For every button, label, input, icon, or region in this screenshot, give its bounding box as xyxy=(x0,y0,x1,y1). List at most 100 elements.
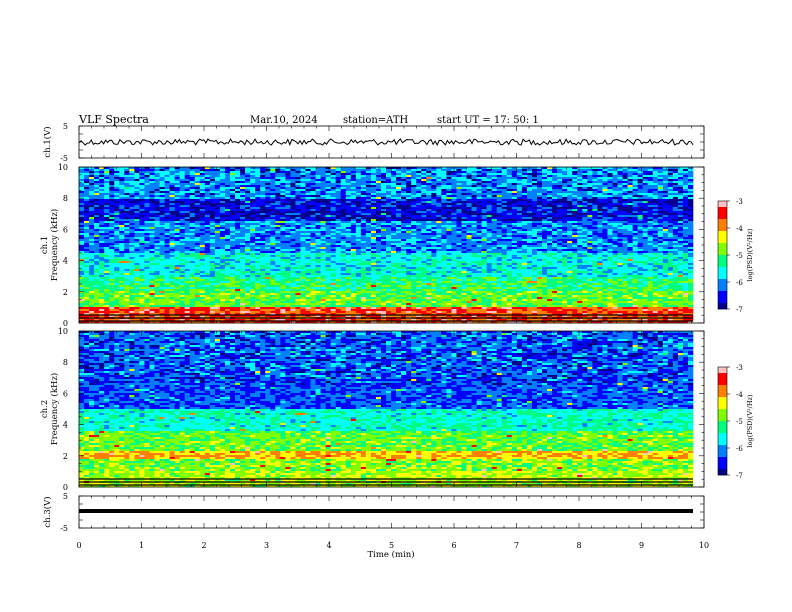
spectrogram-cell xyxy=(607,215,612,217)
spectrogram-cell xyxy=(79,209,84,211)
spectrogram-cell xyxy=(154,245,159,247)
spectrogram-cell xyxy=(436,173,441,175)
spectrogram-cell xyxy=(361,173,366,175)
spectrogram-cell xyxy=(547,217,552,219)
spectrogram-cell xyxy=(411,217,416,219)
spectrogram-cell xyxy=(396,191,401,193)
spectrogram-cell xyxy=(683,223,688,225)
spectrogram-cell xyxy=(290,225,295,227)
spectrogram-cell xyxy=(688,237,693,239)
spectrogram-cell xyxy=(190,205,195,207)
spectrogram-cell xyxy=(215,247,220,249)
spectrogram-cell xyxy=(190,243,195,245)
spectrogram-cell xyxy=(175,193,180,195)
spectrogram-cell xyxy=(673,189,678,191)
spectrogram-cell xyxy=(190,199,195,201)
spectrogram-cell xyxy=(165,239,170,241)
spectrogram-cell xyxy=(612,173,617,175)
spectrogram-cell xyxy=(451,239,456,241)
spectrogram-cell xyxy=(341,193,346,195)
spectrogram-cell xyxy=(285,243,290,245)
spectrogram-cell xyxy=(612,215,617,217)
spectrogram-cell xyxy=(321,241,326,243)
spectrogram-cell xyxy=(386,219,391,221)
spectrogram-cell xyxy=(446,213,451,215)
spectrogram-cell xyxy=(376,191,381,193)
spectrogram-cell xyxy=(391,223,396,225)
spectrogram-cell xyxy=(482,223,487,225)
spectrogram-cell xyxy=(612,199,617,201)
spectrogram-cell xyxy=(376,197,381,199)
spectrogram-cell xyxy=(567,183,572,185)
spectrogram-cell xyxy=(316,235,321,237)
spectrogram-cell xyxy=(658,197,663,199)
spectrogram-cell xyxy=(532,173,537,175)
spectrogram-cell xyxy=(602,181,607,183)
spectrogram-cell xyxy=(678,213,683,215)
spectrogram-cell xyxy=(235,225,240,227)
spectrogram-cell xyxy=(205,219,210,221)
spectrogram-cell xyxy=(341,213,346,215)
spectrogram-cell xyxy=(305,215,310,217)
spectrogram-cell xyxy=(482,209,487,211)
spectrogram-cell xyxy=(230,241,235,243)
spectrogram-cell xyxy=(592,243,597,245)
spectrogram-cell xyxy=(577,169,582,171)
spectrogram-cell xyxy=(311,181,316,183)
spectrogram-cell xyxy=(326,201,331,203)
spectrogram-cell xyxy=(104,203,109,205)
spectrogram-cell xyxy=(245,241,250,243)
spectrogram-cell xyxy=(653,217,658,219)
spectrogram-cell xyxy=(401,247,406,249)
spectrogram-cell xyxy=(582,247,587,249)
spectrogram-cell xyxy=(542,181,547,183)
spectrogram-cell xyxy=(356,177,361,179)
spectrogram-cell xyxy=(175,211,180,213)
spectrogram-cell xyxy=(305,169,310,171)
spectrogram-cell xyxy=(346,203,351,205)
spectrogram-cell xyxy=(79,207,84,209)
spectrogram-cell xyxy=(562,203,567,205)
spectrogram-cell xyxy=(537,215,542,217)
spectrogram-cell xyxy=(517,219,522,221)
spectrogram-cell xyxy=(89,199,94,201)
spectrogram-cell xyxy=(336,225,341,227)
spectrogram-cell xyxy=(84,231,89,233)
spectrogram-cell xyxy=(346,219,351,221)
spectrogram-cell xyxy=(341,187,346,189)
spectrogram-cell xyxy=(124,235,129,237)
spectrogram-cell xyxy=(144,237,149,239)
spectrogram-cell xyxy=(592,235,597,237)
spectrogram-cell xyxy=(195,217,200,219)
spectrogram-cell xyxy=(275,231,280,233)
spectrogram-cell xyxy=(638,187,643,189)
spectrogram-cell xyxy=(250,191,255,193)
spectrogram-cell xyxy=(260,235,265,237)
spectrogram-cell xyxy=(582,213,587,215)
spectrogram-cell xyxy=(456,211,461,213)
spectrogram-cell xyxy=(165,231,170,233)
spectrogram-cell xyxy=(154,229,159,231)
spectrogram-cell xyxy=(165,209,170,211)
spectrogram-cell xyxy=(688,195,693,197)
spectrogram-cell xyxy=(461,197,466,199)
spectrogram-cell xyxy=(678,195,683,197)
spectrogram-cell xyxy=(149,175,154,177)
spectrogram-cell xyxy=(230,203,235,205)
spectrogram-cell xyxy=(673,231,678,233)
spectrogram-cell xyxy=(180,173,185,175)
spectrogram-cell xyxy=(426,191,431,193)
spectrogram-cell xyxy=(688,223,693,225)
spectrogram-cell xyxy=(109,181,114,183)
spectrogram-cell xyxy=(129,203,134,205)
spectrogram-cell xyxy=(245,239,250,241)
spectrogram-cell xyxy=(356,185,361,187)
spectrogram-cell xyxy=(537,239,542,241)
spectrogram-cell xyxy=(547,225,552,227)
spectrogram-cell xyxy=(612,225,617,227)
spectrogram-cell xyxy=(321,209,326,211)
spectrogram-cell xyxy=(401,177,406,179)
spectrogram-cell xyxy=(336,179,341,181)
spectrogram-cell xyxy=(602,183,607,185)
spectrogram-cell xyxy=(673,243,678,245)
